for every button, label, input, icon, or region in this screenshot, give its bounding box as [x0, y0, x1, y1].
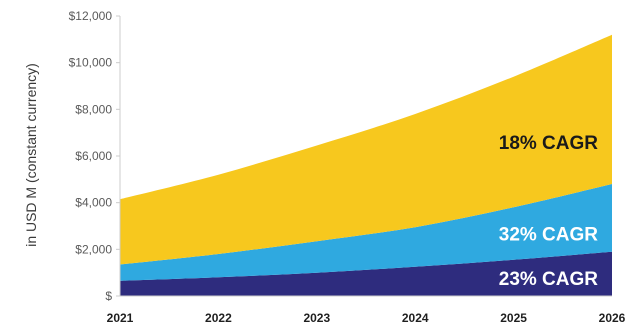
y-tick-label: $4,000	[75, 196, 112, 210]
y-tick-label: $10,000	[69, 56, 113, 70]
x-tick-label: 2025	[500, 311, 527, 325]
x-tick-label: 2022	[205, 311, 232, 325]
y-tick-label: $	[105, 289, 112, 303]
y-tick-label: $8,000	[75, 102, 112, 116]
y-axis-label: in USD M (constant currency)	[23, 63, 39, 247]
series-labels: 23% CAGR 32% CAGR 18% CAGR	[499, 133, 599, 290]
x-tick-labels: 2021 2022 2023 2024 2025 2026	[107, 311, 626, 325]
area-series-2	[120, 184, 612, 281]
area-series-group	[120, 34, 612, 296]
area-series-3	[120, 34, 612, 265]
series-label: 23% CAGR	[499, 269, 599, 290]
series-label: 18% CAGR	[499, 133, 599, 154]
x-tick-label: 2026	[599, 311, 626, 325]
y-tick-labels: $ $2,000 $4,000 $6,000 $8,000 $10,000 $12,000	[69, 9, 120, 303]
y-tick-label: $12,000	[69, 9, 113, 23]
series-label: 32% CAGR	[499, 225, 599, 246]
x-tick-label: 2021	[107, 311, 134, 325]
y-tick-label: $6,000	[75, 149, 112, 163]
x-tick-label: 2024	[402, 311, 429, 325]
y-tick-label: $2,000	[75, 242, 112, 256]
area-series-1	[120, 251, 612, 296]
x-tick-label: 2023	[303, 311, 330, 325]
